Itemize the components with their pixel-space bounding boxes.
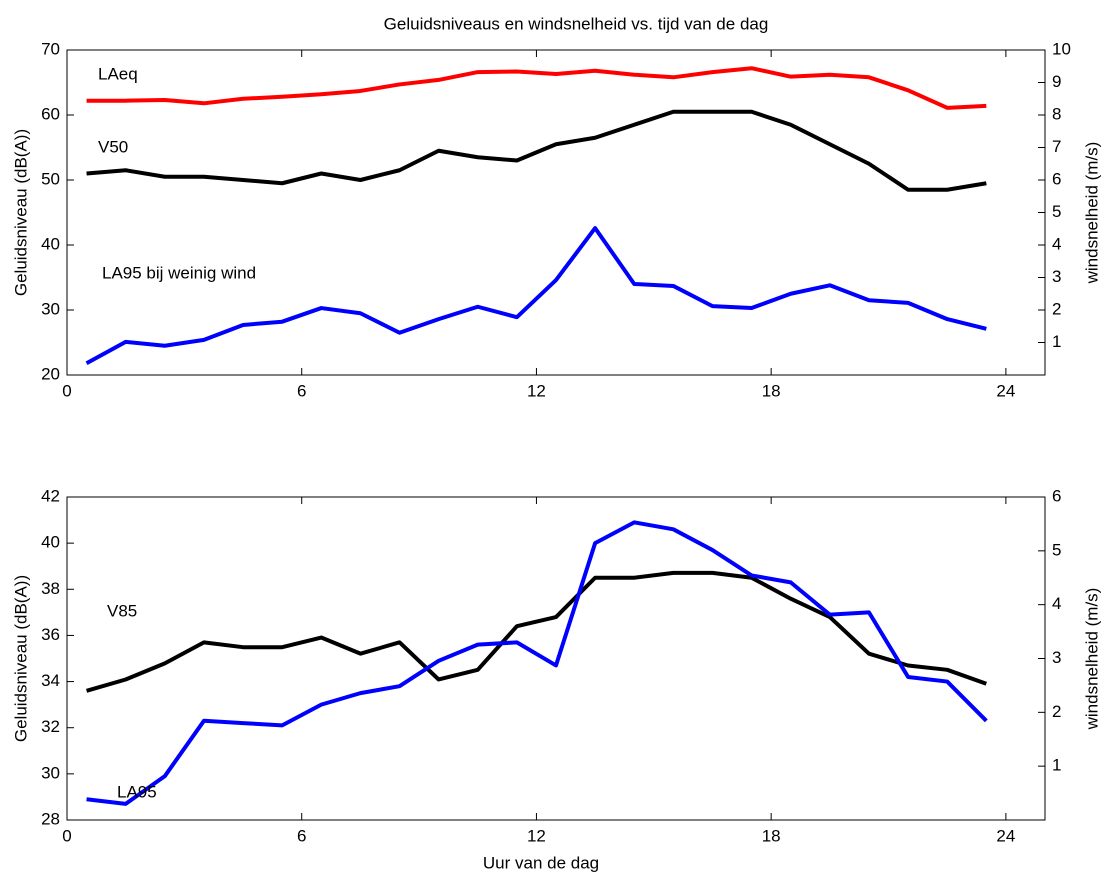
y2-tick-label: 7 (1052, 137, 1061, 156)
y-tick-label: 40 (41, 234, 60, 253)
y-tick-label: 50 (41, 169, 60, 188)
y2-tick-label: 4 (1052, 234, 1061, 253)
y2-tick-label: 5 (1052, 202, 1061, 221)
y2-tick-label: 4 (1052, 594, 1061, 613)
y-tick-label: 36 (41, 625, 60, 644)
y-tick-label: 20 (41, 364, 60, 383)
axes-box (66, 49, 1046, 376)
y2-tick-label: 2 (1052, 702, 1061, 721)
series-line (86, 66, 987, 110)
x-tick-label: 18 (762, 826, 781, 845)
y2-tick-label: 6 (1052, 169, 1061, 188)
series-line (85, 226, 987, 366)
y-tick-label: 28 (41, 809, 60, 828)
y-tick-label: 30 (41, 763, 60, 782)
annotation: LAeq (98, 64, 138, 83)
y-tick-label: 38 (41, 579, 60, 598)
y2-tick-label: 9 (1052, 72, 1061, 91)
x-tick-label: 24 (996, 381, 1015, 400)
series-line (86, 570, 987, 693)
x-tick-label: 6 (297, 381, 306, 400)
y-tick-label: 42 (41, 486, 60, 505)
y-tick-label: 34 (41, 671, 60, 690)
y-tick-label: 60 (41, 104, 60, 123)
y2-tick-label: 3 (1052, 267, 1061, 286)
y2-tick-label: 2 (1052, 299, 1061, 318)
x-tick-label: 18 (762, 381, 781, 400)
x-tick-label: 0 (62, 826, 71, 845)
x-tick-label: 12 (527, 381, 546, 400)
x-tick-label: 0 (62, 381, 71, 400)
x-axis-label: Uur van de dag (483, 853, 599, 872)
y2-axis-label: windsnelheid (m/s) (1082, 588, 1101, 731)
y2-tick-label: 6 (1052, 486, 1061, 505)
chart-title: Geluidsniveaus en windsnelheid vs. tijd … (384, 14, 769, 33)
series-line (86, 109, 987, 192)
y-axis-label: Geluidsniveau (dB(A)) (11, 575, 30, 742)
y-tick-label: 30 (41, 299, 60, 318)
y-tick-label: 40 (41, 533, 60, 552)
annotation: LA95 bij weinig wind (102, 263, 256, 282)
x-tick-label: 24 (996, 826, 1015, 845)
y2-tick-label: 1 (1052, 756, 1061, 775)
y2-axis-label: windsnelheid (m/s) (1082, 142, 1101, 285)
annotation: V85 (107, 601, 137, 620)
y-tick-label: 70 (41, 39, 60, 58)
annotation: LA95 (117, 782, 157, 801)
x-tick-label: 12 (527, 826, 546, 845)
y2-tick-label: 5 (1052, 540, 1061, 559)
y2-tick-label: 8 (1052, 104, 1061, 123)
y-axis-label: Geluidsniveau (dB(A)) (11, 129, 30, 296)
y-tick-label: 32 (41, 717, 60, 736)
x-tick-label: 6 (297, 826, 306, 845)
y2-tick-label: 10 (1052, 39, 1071, 58)
y2-tick-label: 3 (1052, 648, 1061, 667)
series-line (86, 520, 988, 806)
y2-tick-label: 1 (1052, 332, 1061, 351)
annotation: V50 (98, 137, 128, 156)
